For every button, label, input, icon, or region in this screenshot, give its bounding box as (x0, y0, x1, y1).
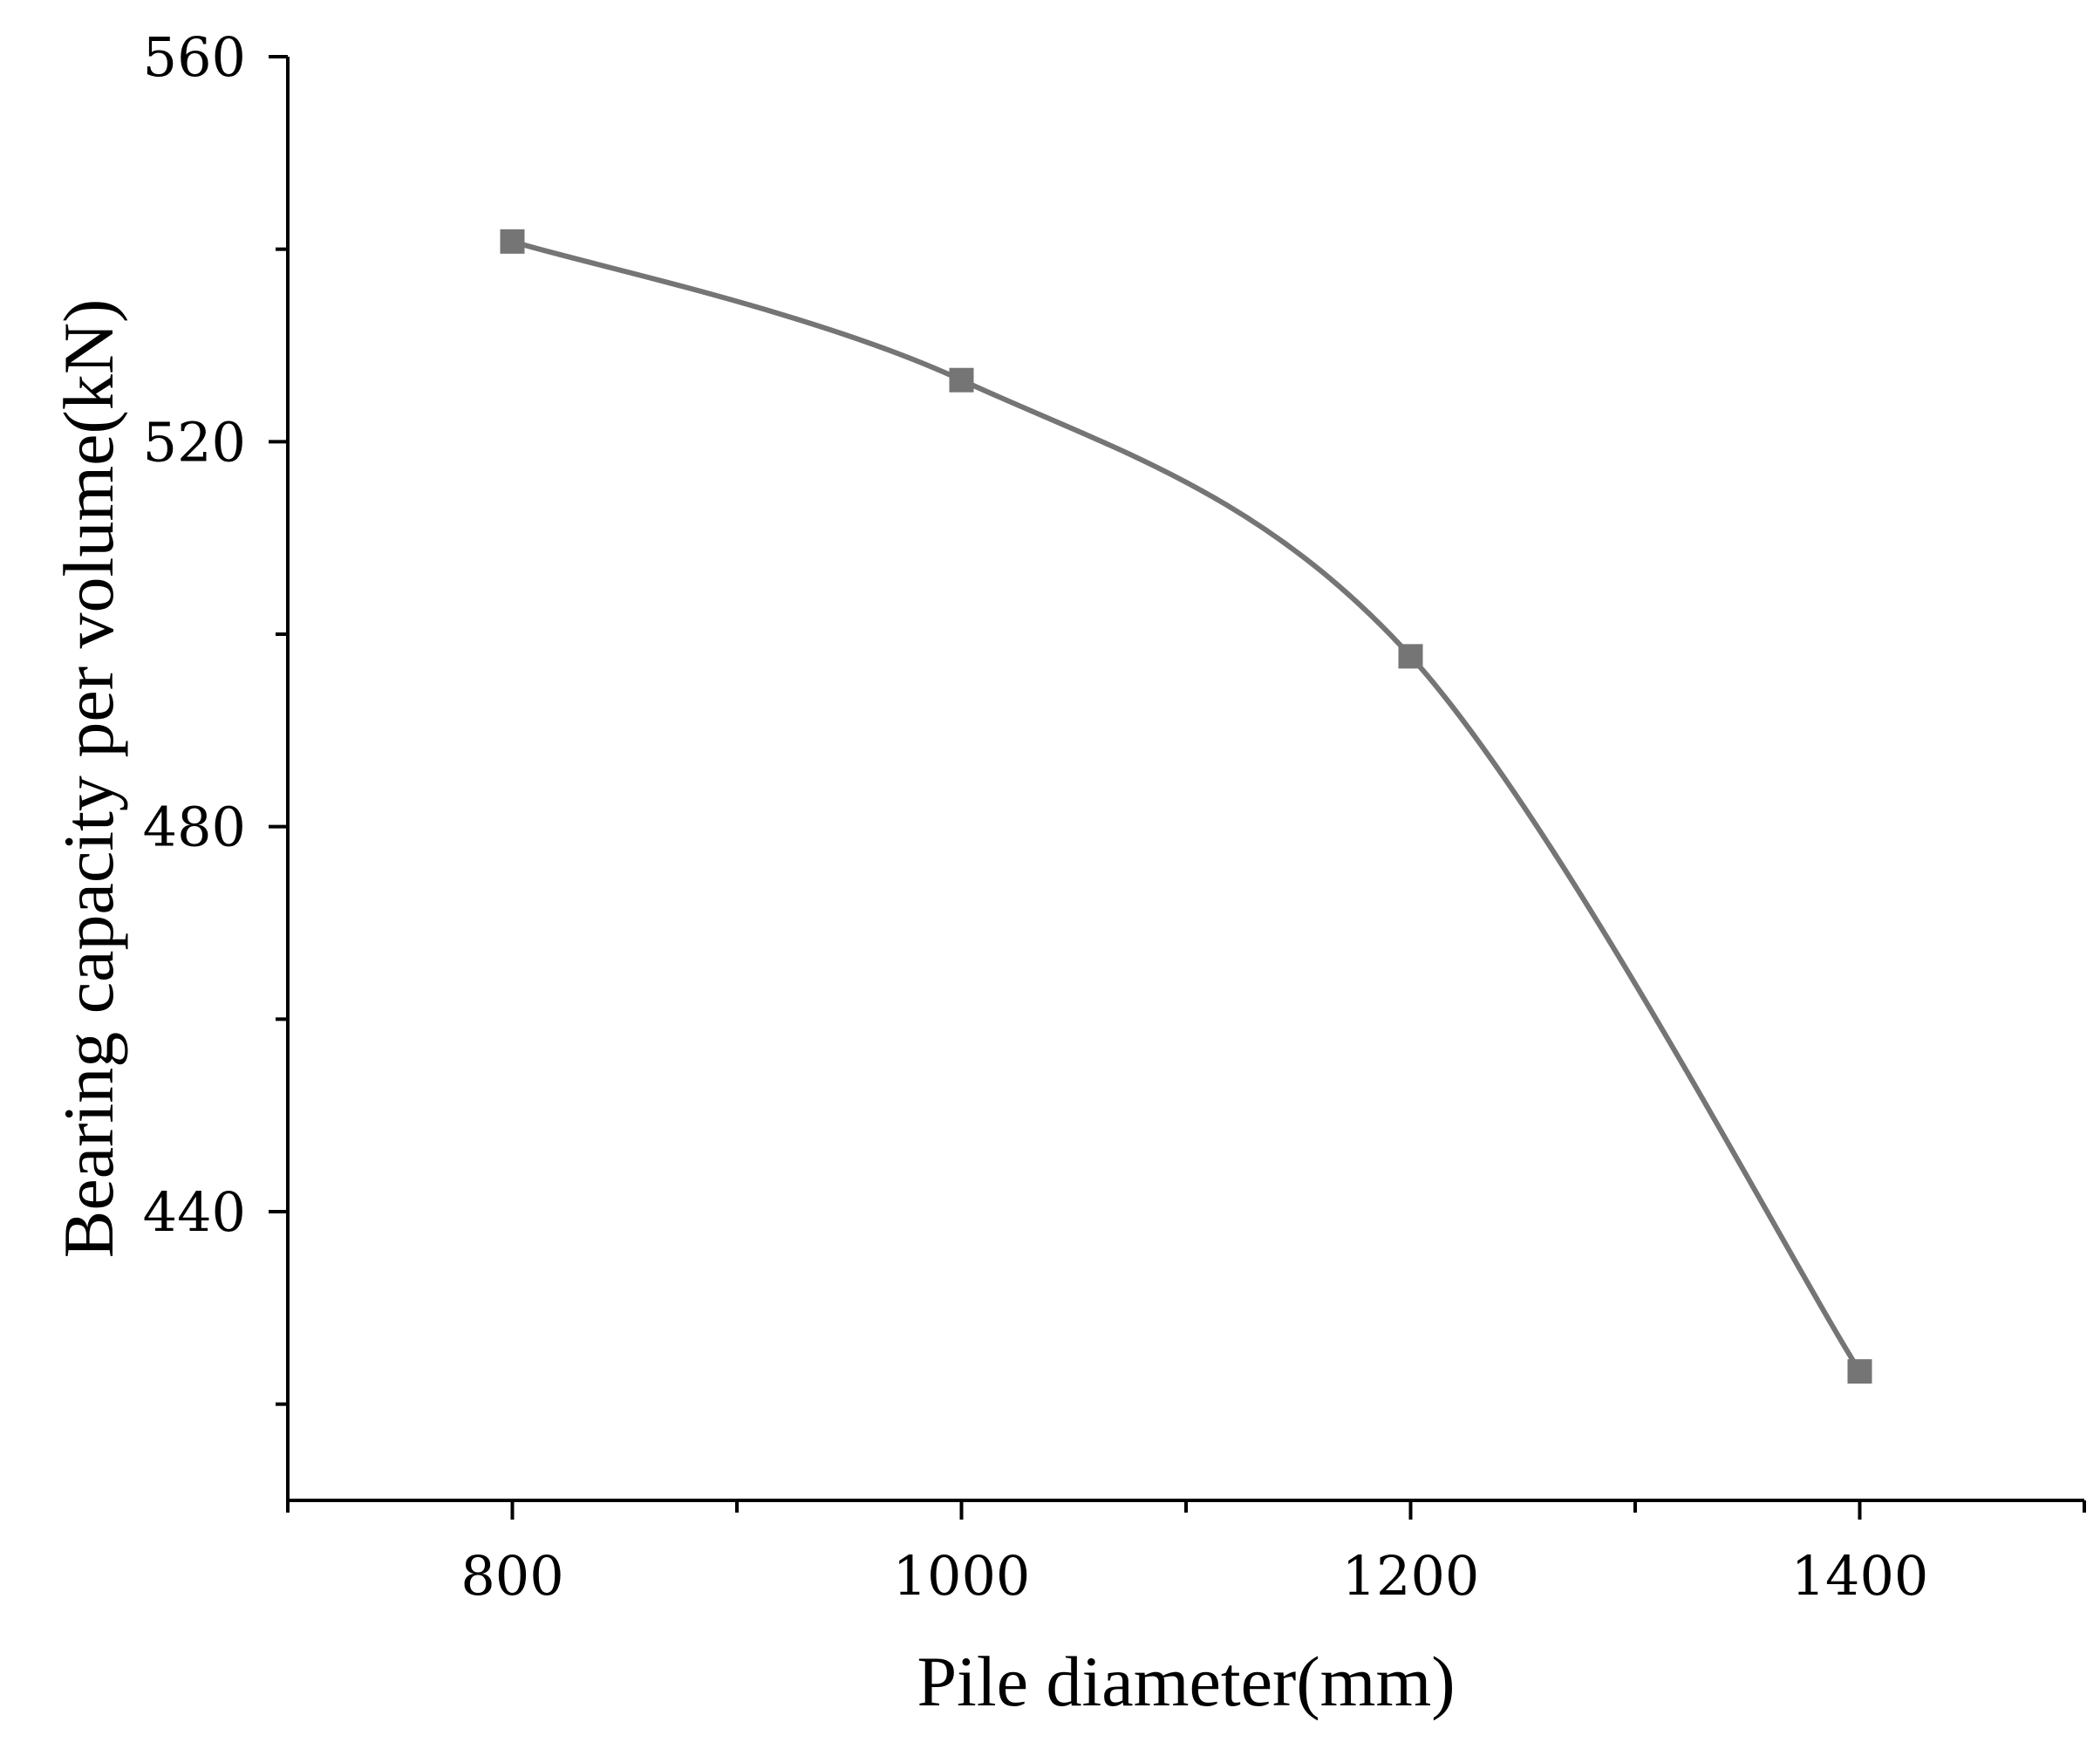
y-tick-label: 560 (143, 25, 246, 89)
y-ticks: 440 480 520 560 (143, 25, 288, 1406)
series-line (509, 238, 1863, 1375)
x-ticks: 800 1000 1200 1400 (286, 1500, 2086, 1608)
x-tick-label: 1200 (1342, 1544, 1480, 1608)
data-point-marker (1847, 1359, 1872, 1384)
x-axis-title: Pile diameter(mm) (917, 1642, 1455, 1721)
y-tick-label: 520 (143, 410, 246, 474)
y-axis-title: Bearing capacity per volume(kN) (49, 299, 128, 1259)
y-tick-label: 480 (143, 796, 246, 859)
x-tick-label: 1400 (1791, 1544, 1929, 1608)
data-point-marker (949, 367, 974, 393)
y-tick-label: 440 (143, 1180, 246, 1244)
x-tick-label: 800 (460, 1544, 563, 1608)
data-point-marker (500, 229, 525, 254)
x-tick-label: 1000 (893, 1544, 1031, 1608)
series-layer (500, 229, 1872, 1384)
data-point-marker (1398, 644, 1423, 669)
axes (286, 57, 2084, 1502)
